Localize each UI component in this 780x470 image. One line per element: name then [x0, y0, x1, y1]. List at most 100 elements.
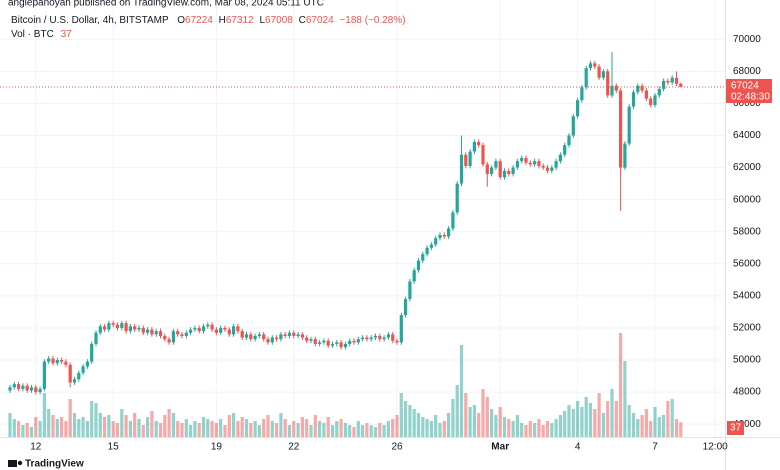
volume-layer: [8, 333, 683, 437]
candle-body: [606, 71, 610, 96]
volume-bar: [210, 421, 214, 437]
volume-bar: [584, 397, 588, 437]
candle-body: [214, 329, 218, 333]
candle-body: [459, 154, 464, 184]
candle-body: [451, 212, 455, 229]
volume-bar: [47, 409, 51, 437]
candle-body: [34, 387, 38, 393]
volume-bar: [408, 405, 412, 437]
candle-body: [12, 384, 16, 388]
candle-body: [554, 161, 558, 168]
candle-body: [253, 335, 257, 340]
volume-bar: [606, 401, 610, 437]
volume-bar: [163, 415, 167, 437]
volume-bar: [283, 419, 287, 437]
candle-body: [558, 154, 562, 162]
labels: 46000 48000 50000 52000 54000 56000 58000 60000…: [0, 34, 772, 453]
volume-bar: [614, 401, 618, 437]
volume-bar: [17, 421, 21, 437]
volume-bar: [601, 413, 605, 437]
volume-bar: [373, 427, 378, 437]
volume-bar: [399, 393, 403, 437]
candle-body: [391, 334, 395, 341]
candle-body: [640, 85, 644, 91]
volume-bar: [576, 401, 580, 437]
candle-body: [674, 77, 679, 84]
candle-body: [232, 326, 236, 335]
volume-bar: [670, 399, 674, 437]
volume-bar: [25, 423, 29, 437]
close-value: 67024: [306, 15, 334, 26]
volume-tag: [727, 421, 744, 435]
candle-body: [619, 90, 623, 168]
volume-bar: [451, 399, 455, 437]
volume-bar: [520, 423, 524, 437]
candle-body: [550, 167, 554, 171]
y-tick-label: 70000: [733, 34, 761, 45]
x-tick-label: 22: [288, 442, 300, 453]
candle-body: [666, 80, 670, 83]
volume-bar: [107, 415, 111, 437]
candle-body: [588, 63, 593, 69]
candle-body: [296, 334, 300, 336]
candle-body: [167, 339, 171, 343]
candle-body: [309, 339, 313, 341]
y-tick-label: 68000: [733, 66, 761, 77]
y-tick-label: 52000: [733, 323, 761, 334]
volume-bar: [270, 421, 274, 437]
volume-bar: [42, 393, 46, 437]
volume-bar: [180, 423, 184, 437]
volume-bar: [515, 415, 519, 437]
volume-bar: [275, 423, 279, 437]
volume-bar: [103, 417, 107, 437]
candle-body: [498, 161, 502, 178]
volume-bar: [150, 411, 154, 437]
candle-body: [55, 360, 59, 364]
volume-bar: [154, 421, 158, 437]
candle-body: [455, 183, 459, 213]
ohlc-label: O: [177, 15, 185, 26]
volume-bar: [29, 427, 34, 437]
candle-body: [429, 244, 433, 248]
candle-body: [502, 170, 507, 178]
volume-bar: [330, 425, 335, 437]
volume-bar: [318, 421, 322, 437]
volume-bar: [296, 423, 300, 437]
x-tick-label: 7: [652, 442, 658, 453]
volume-bar: [365, 423, 369, 437]
candle-body: [382, 337, 386, 340]
candle-body: [408, 281, 412, 300]
candle-body: [352, 340, 356, 343]
volume-bar: [219, 419, 223, 437]
candle-body: [72, 379, 77, 383]
candle-body: [201, 326, 206, 332]
volume-bar: [386, 421, 390, 437]
volume-bar: [167, 409, 171, 437]
x-tick-label: 26: [391, 442, 403, 453]
volume-bar: [335, 421, 339, 437]
candle-body: [597, 66, 601, 78]
candle-body: [29, 387, 34, 391]
candle-body: [485, 164, 489, 174]
candle-body: [494, 161, 498, 168]
candle-body: [481, 145, 485, 165]
volume-bar: [498, 407, 502, 437]
volume-bar: [176, 421, 180, 437]
candle-body: [219, 327, 223, 333]
volume-bar: [313, 415, 317, 437]
volume-bar: [171, 413, 175, 437]
y-tick-label: 56000: [733, 258, 761, 269]
volume-bar: [214, 423, 218, 437]
candle-body: [662, 80, 666, 89]
y-tick-label: 62000: [733, 162, 761, 173]
candle-body: [520, 157, 524, 162]
candle-body: [649, 98, 653, 106]
candle-body: [623, 143, 627, 168]
candle-body: [210, 324, 214, 330]
candle-body: [644, 90, 648, 99]
y-tick-label: 46000: [733, 419, 761, 430]
volume-bar: [636, 419, 640, 437]
volume-bar: [51, 415, 55, 437]
volume-bar: [197, 423, 201, 437]
volume-bar: [459, 345, 464, 437]
